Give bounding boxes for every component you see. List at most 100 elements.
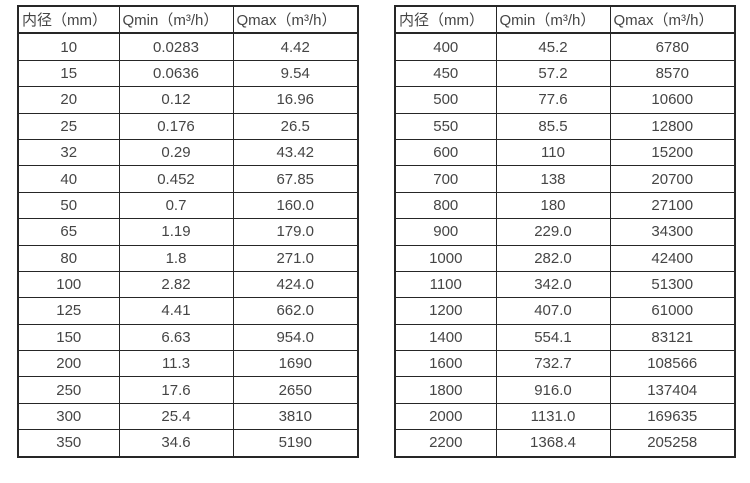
table-cell: 600 (394, 138, 497, 167)
table-cell: 32 (17, 138, 120, 167)
table-cell: 65 (17, 218, 120, 246)
table-cell: 25.4 (118, 402, 234, 431)
flow-table-small-diameter: 内径（mm） Qmin（m³/h） Qmax（m³/h） 10 0.0283 4.42 15… (17, 5, 359, 458)
table-cell: 43.42 (232, 138, 359, 167)
column-header: Qmin（m³/h） (495, 5, 611, 35)
table-cell: 350 (17, 429, 120, 458)
table-cell: 732.7 (495, 350, 611, 378)
table-cell: 554.1 (495, 323, 611, 352)
table-cell: 180 (495, 191, 611, 220)
table-cell: 6.63 (118, 323, 234, 352)
table-cell: 9.54 (232, 59, 359, 88)
table-cell: 61000 (609, 297, 736, 325)
table-row: 80 1.8 271.0 (17, 244, 359, 272)
table-row: 2000 1131.0 169635 (394, 402, 736, 431)
table-cell: 0.29 (118, 138, 234, 167)
table-row: 1000 282.0 42400 (394, 244, 736, 272)
table-cell: 20700 (609, 165, 736, 193)
table-cell: 25 (17, 112, 120, 140)
table-cell: 57.2 (495, 59, 611, 88)
table-cell: 77.6 (495, 86, 611, 114)
table-cell: 205258 (609, 429, 736, 458)
table-cell: 0.0283 (118, 32, 234, 61)
table-cell: 16.96 (232, 86, 359, 114)
table-cell: 137404 (609, 376, 736, 404)
table-cell: 0.7 (118, 191, 234, 220)
table-cell: 12800 (609, 112, 736, 140)
table-cell: 1.19 (118, 218, 234, 246)
table-cell: 424.0 (232, 270, 359, 299)
table-cell: 229.0 (495, 218, 611, 246)
table-cell: 45.2 (495, 32, 611, 61)
table-row: 32 0.29 43.42 (17, 138, 359, 167)
table-row: 200 11.3 1690 (17, 350, 359, 378)
table-row: 1100 342.0 51300 (394, 270, 736, 299)
table-cell: 34300 (609, 218, 736, 246)
table-cell: 125 (17, 297, 120, 325)
header-row: 内径（mm） Qmin（m³/h） Qmax（m³/h） (394, 5, 736, 35)
table-cell: 1100 (394, 270, 497, 299)
table-row: 25 0.176 26.5 (17, 112, 359, 140)
table-row: 1200 407.0 61000 (394, 297, 736, 325)
table-row: 50 0.7 160.0 (17, 191, 359, 220)
table-cell: 10600 (609, 86, 736, 114)
table-cell: 83121 (609, 323, 736, 352)
table-cell: 26.5 (232, 112, 359, 140)
table-cell: 1000 (394, 244, 497, 272)
table-cell: 40 (17, 165, 120, 193)
table-cell: 662.0 (232, 297, 359, 325)
table-cell: 1600 (394, 350, 497, 378)
table-row: 1600 732.7 108566 (394, 350, 736, 378)
table-cell: 108566 (609, 350, 736, 378)
table-cell: 407.0 (495, 297, 611, 325)
table-cell: 1131.0 (495, 402, 611, 431)
table-cell: 27100 (609, 191, 736, 220)
table-cell: 450 (394, 59, 497, 88)
column-header: 内径（mm） (17, 5, 120, 35)
column-header: Qmax（m³/h） (609, 5, 736, 35)
table-cell: 282.0 (495, 244, 611, 272)
table-row: 250 17.6 2650 (17, 376, 359, 404)
table-cell: 4.41 (118, 297, 234, 325)
table-cell: 2200 (394, 429, 497, 458)
column-header: 内径（mm） (394, 5, 497, 35)
table-cell: 100 (17, 270, 120, 299)
flow-spec-tables-container: 内径（mm） Qmin（m³/h） Qmax（m³/h） 10 0.0283 4.42 15… (17, 5, 736, 458)
table-row: 450 57.2 8570 (394, 59, 736, 88)
table-row: 1400 554.1 83121 (394, 323, 736, 352)
table-cell: 0.0636 (118, 59, 234, 88)
table-cell: 3810 (232, 402, 359, 431)
table-cell: 2.82 (118, 270, 234, 299)
table-cell: 110 (495, 138, 611, 167)
table-row: 550 85.5 12800 (394, 112, 736, 140)
table-cell: 67.85 (232, 165, 359, 193)
table-row: 300 25.4 3810 (17, 402, 359, 431)
table-cell: 10 (17, 32, 120, 61)
table-cell: 2000 (394, 402, 497, 431)
table-row: 15 0.0636 9.54 (17, 59, 359, 88)
table-cell: 85.5 (495, 112, 611, 140)
table-cell: 5190 (232, 429, 359, 458)
table-row: 65 1.19 179.0 (17, 218, 359, 246)
table-row: 500 77.6 10600 (394, 86, 736, 114)
table-row: 900 229.0 34300 (394, 218, 736, 246)
table-cell: 160.0 (232, 191, 359, 220)
table-cell: 0.452 (118, 165, 234, 193)
table-row: 20 0.12 16.96 (17, 86, 359, 114)
table-cell: 8570 (609, 59, 736, 88)
table-cell: 20 (17, 86, 120, 114)
table-cell: 50 (17, 191, 120, 220)
table-cell: 138 (495, 165, 611, 193)
table-cell: 500 (394, 86, 497, 114)
table-cell: 2650 (232, 376, 359, 404)
table-cell: 51300 (609, 270, 736, 299)
table-cell: 34.6 (118, 429, 234, 458)
table-row: 40 0.452 67.85 (17, 165, 359, 193)
table-row: 10 0.0283 4.42 (17, 32, 359, 61)
table-cell: 1368.4 (495, 429, 611, 458)
table-row: 800 180 27100 (394, 191, 736, 220)
table-row: 350 34.6 5190 (17, 429, 359, 458)
table-cell: 11.3 (118, 350, 234, 378)
table-cell: 179.0 (232, 218, 359, 246)
table-cell: 342.0 (495, 270, 611, 299)
